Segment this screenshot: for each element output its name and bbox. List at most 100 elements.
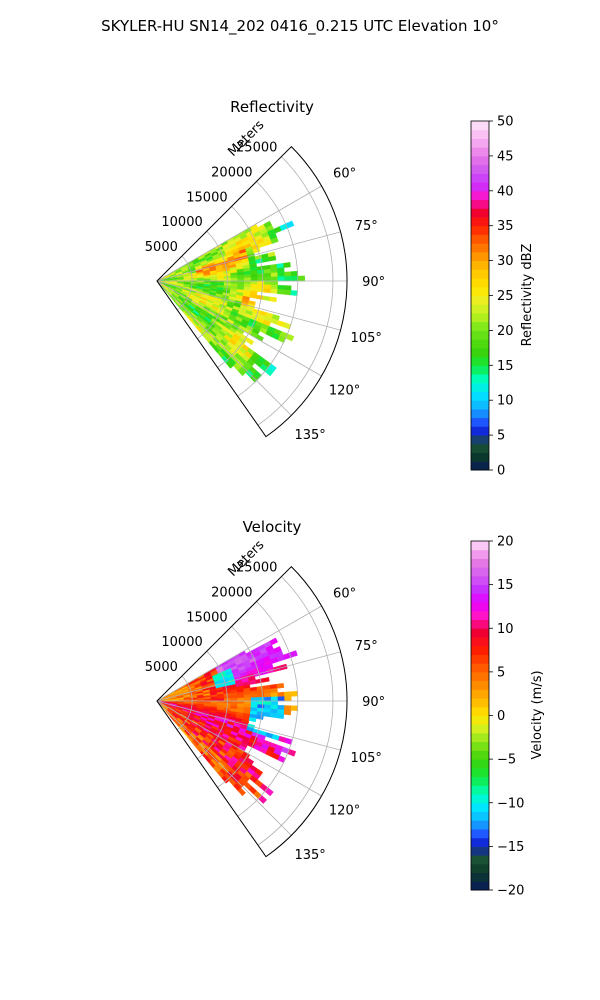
radial-tick-label: 20000 bbox=[211, 585, 252, 600]
data-cell bbox=[284, 691, 292, 697]
data-cell bbox=[270, 237, 279, 244]
radial-gridline bbox=[176, 675, 193, 731]
data-cell bbox=[277, 705, 285, 711]
radial-gridline bbox=[237, 601, 299, 817]
data-cell bbox=[256, 287, 265, 293]
data-cell bbox=[270, 272, 279, 278]
data-cell bbox=[230, 695, 238, 699]
colorbar-swatch bbox=[471, 584, 489, 594]
data-cell bbox=[257, 700, 265, 705]
colorbar-tick-label: −20 bbox=[497, 884, 524, 899]
colorbar-swatch bbox=[471, 602, 489, 612]
data-cell bbox=[250, 697, 258, 702]
data-cell bbox=[263, 712, 271, 718]
colorbar-tick-label: 15 bbox=[497, 359, 514, 374]
data-cell bbox=[277, 276, 285, 282]
data-cell bbox=[237, 274, 245, 279]
data-cell bbox=[269, 637, 279, 646]
colorbar-swatch bbox=[471, 443, 489, 454]
data-cell bbox=[230, 280, 238, 285]
colorbar-swatch bbox=[471, 121, 489, 131]
azimuth-tick-label: 105° bbox=[351, 331, 382, 346]
radial-tick-label: 25000 bbox=[236, 141, 277, 156]
data-cell bbox=[264, 272, 272, 278]
colorbar-swatch bbox=[471, 243, 489, 253]
radial-tick-label: 5000 bbox=[145, 240, 178, 255]
colorbar-swatch bbox=[471, 837, 489, 847]
data-cell bbox=[250, 690, 258, 695]
data-cell bbox=[290, 270, 299, 277]
colorbar-swatch bbox=[471, 750, 489, 760]
data-cell bbox=[250, 273, 258, 278]
data-cell bbox=[261, 677, 270, 683]
radial-gridline bbox=[197, 650, 228, 759]
colorbar-swatch bbox=[471, 706, 489, 716]
colorbar-swatch bbox=[471, 680, 489, 690]
colorbar-swatch bbox=[471, 452, 489, 462]
colorbar-swatch bbox=[471, 628, 489, 638]
data-cell bbox=[230, 700, 238, 705]
radial-tick-label: 25000 bbox=[236, 561, 277, 576]
colorbar-swatch bbox=[471, 129, 489, 139]
colorbar-tick-label: 5 bbox=[497, 665, 505, 680]
colorbar-swatch bbox=[471, 382, 489, 392]
data-cell bbox=[284, 705, 292, 711]
azimuth-tick-label: 90° bbox=[362, 695, 385, 710]
colorbar-swatch bbox=[471, 776, 489, 786]
data-cell bbox=[269, 296, 277, 303]
colorbar-swatch bbox=[471, 689, 489, 699]
data-cell bbox=[255, 294, 264, 300]
data-cell bbox=[277, 696, 285, 702]
data-cell bbox=[264, 280, 272, 286]
azimuth-gridline bbox=[156, 231, 341, 282]
radial-tick-label: 10000 bbox=[161, 635, 202, 650]
data-cell bbox=[243, 274, 252, 279]
data-cell bbox=[270, 276, 279, 282]
data-cell bbox=[250, 693, 258, 698]
azimuth-gridline bbox=[156, 280, 292, 416]
data-cell bbox=[277, 285, 285, 291]
colorbar-swatch bbox=[471, 671, 489, 682]
velocity-grid bbox=[156, 565, 348, 858]
data-cell bbox=[263, 268, 272, 274]
colorbar-swatch bbox=[471, 863, 489, 874]
colorbar-swatch bbox=[471, 724, 489, 734]
colorbar-tick-label: −5 bbox=[497, 753, 516, 768]
colorbar-swatch bbox=[471, 828, 489, 839]
data-cell bbox=[257, 693, 265, 698]
colorbar-swatch bbox=[471, 365, 489, 375]
radial-gridline bbox=[176, 255, 193, 311]
data-cell bbox=[248, 717, 257, 723]
reflectivity-title: Reflectivity bbox=[230, 98, 314, 116]
data-cell bbox=[237, 280, 245, 285]
sector-frame bbox=[156, 565, 348, 858]
azimuth-tick-label: 60° bbox=[333, 587, 356, 602]
colorbar-swatch bbox=[471, 767, 489, 778]
data-cell bbox=[262, 295, 271, 302]
colorbar-swatch bbox=[471, 435, 489, 445]
data-cell bbox=[270, 700, 279, 706]
data-cell bbox=[237, 697, 245, 702]
colorbar-swatch bbox=[471, 216, 489, 227]
data-cell bbox=[256, 689, 265, 695]
radial-tick-label: 20000 bbox=[211, 165, 252, 180]
data-cell bbox=[255, 678, 264, 684]
data-cell bbox=[244, 277, 252, 282]
colorbar-swatch bbox=[471, 732, 489, 743]
colorbar-tick-label: −15 bbox=[497, 840, 524, 855]
colorbar-tick-label: 20 bbox=[497, 535, 514, 550]
reflectivity-panel: Reflectivity 500010000150002000025000Met… bbox=[145, 98, 385, 443]
colorbar-swatch bbox=[471, 164, 489, 174]
radial-tick-label: 5000 bbox=[145, 660, 178, 675]
colorbar-swatch bbox=[471, 593, 489, 603]
data-cell bbox=[270, 696, 279, 702]
data-cell bbox=[255, 714, 264, 720]
data-cell bbox=[297, 275, 305, 282]
data-cell bbox=[250, 700, 258, 705]
colorbar-swatch bbox=[471, 260, 489, 270]
azimuth-gridline bbox=[156, 185, 322, 282]
colorbar-swatch bbox=[471, 610, 489, 621]
reflectivity-data bbox=[156, 220, 305, 383]
data-cell bbox=[237, 367, 246, 377]
